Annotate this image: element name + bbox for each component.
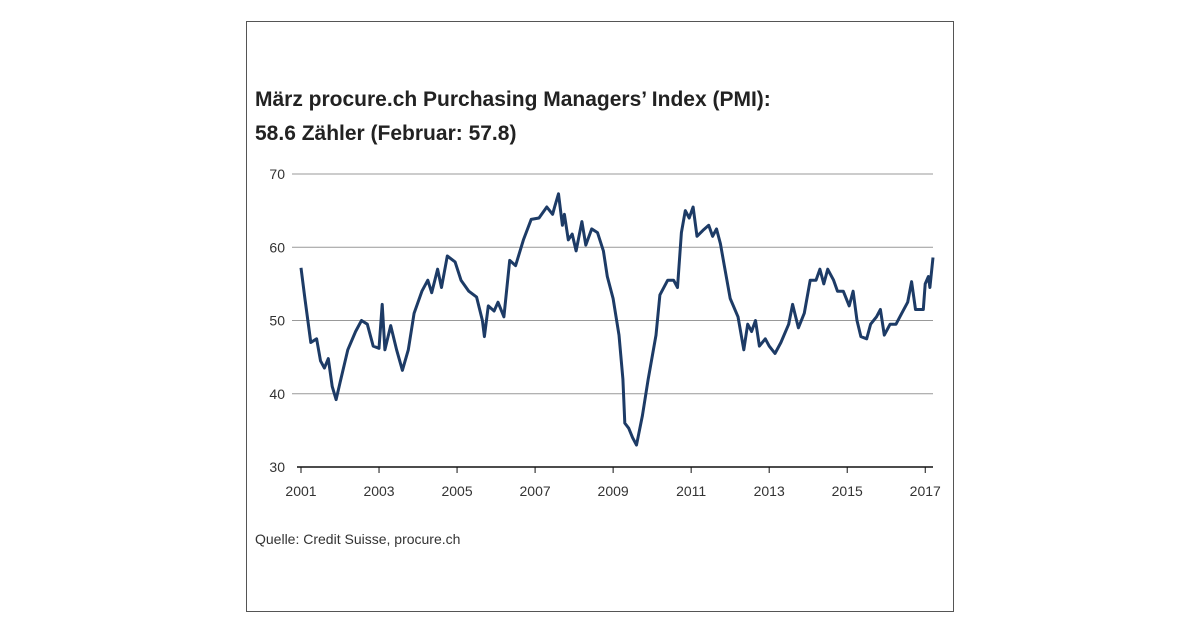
y-tick-label: 50 — [269, 313, 285, 329]
x-tick-label: 2013 — [754, 483, 785, 499]
source: Quelle: Credit Suisse, procure.ch — [255, 531, 460, 547]
y-tick-label: 60 — [269, 239, 285, 255]
chart-title: März procure.ch Purchasing Managers’ Ind… — [255, 88, 771, 111]
x-tick-label: 2015 — [832, 483, 863, 499]
y-tick-label: 70 — [269, 166, 285, 182]
x-tick-label: 2009 — [598, 483, 629, 499]
y-tick-label: 40 — [269, 386, 285, 402]
x-tick-label: 2005 — [441, 483, 472, 499]
x-tick-label: 2001 — [285, 483, 316, 499]
x-tick-label: 2011 — [676, 483, 706, 499]
x-tick-label: 2003 — [363, 483, 394, 499]
pmi-line — [299, 192, 935, 447]
frame — [246, 21, 954, 612]
x-tick-label: 2017 — [910, 483, 941, 499]
chart-title: 58.6 Zähler (Februar: 57.8) — [255, 122, 516, 145]
y-tick-label: 30 — [269, 459, 285, 475]
x-tick-label: 2007 — [520, 483, 551, 499]
